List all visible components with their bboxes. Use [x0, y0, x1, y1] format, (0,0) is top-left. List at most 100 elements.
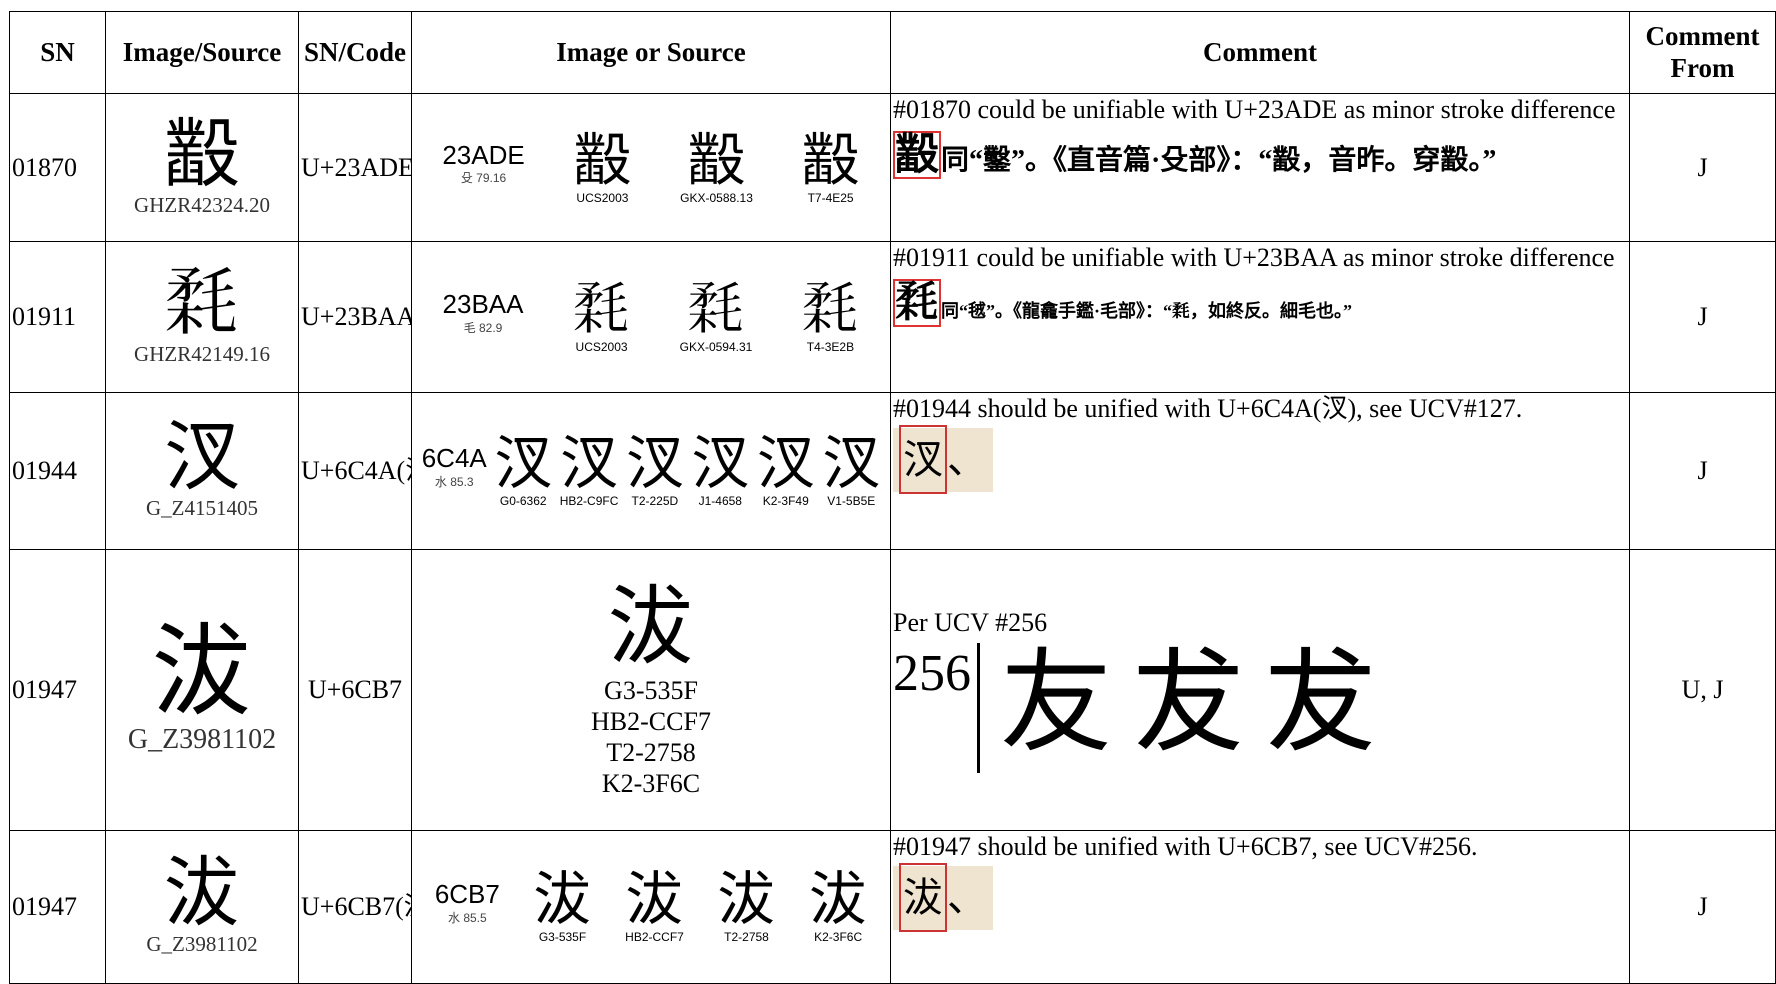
header-cell: Image or Source	[411, 11, 891, 94]
scan-snippet: 沷、	[893, 863, 993, 933]
from-cell: U, J	[1629, 549, 1776, 831]
image-cell: 汊 G_Z4151405	[105, 392, 299, 550]
evidence-glyph: 汊 T2-225D	[626, 433, 684, 508]
image-cell: 沷 G_Z3981102	[105, 830, 299, 984]
glyph-char: 𣮪	[801, 275, 860, 344]
sn-cell: 01911	[9, 241, 106, 393]
evidence-glyph: 汊 K2-3F49	[757, 433, 815, 508]
glyph-char: 汊	[756, 429, 815, 498]
image-cell: 𣫞 GHZR42324.20	[105, 93, 299, 242]
comment-cell: #01911 could be unifiable with U+23BAA a…	[890, 241, 1630, 393]
evidence-glyph: 汊 J1-4658	[691, 433, 749, 508]
evidence-head: 6C4A 水 85.3	[422, 443, 487, 489]
glyph-label: HB2-CCF7	[625, 930, 684, 945]
glyph-char: 汊	[691, 429, 750, 498]
glyph-label: T7-4E25	[807, 190, 854, 205]
snippet-char: 汊	[899, 425, 947, 495]
evidence-glyph: 𣫞 UCS2003	[573, 125, 632, 205]
header-cell: SN/Code	[298, 11, 412, 94]
image-cell: 沷 G_Z3981102	[105, 549, 299, 831]
evidence-glyph: 𣫞 GKX-0588.13	[680, 125, 753, 205]
comment-cell: #01870 could be unifiable with U+23ADE a…	[890, 93, 1630, 242]
glyph-char: 𣮪	[572, 275, 631, 344]
glyph-char: 沷	[625, 865, 684, 934]
glyph-char: 𣫞	[687, 125, 746, 194]
glyph-char: 汊	[625, 429, 684, 498]
evidence-cell: 6C4A 水 85.3 汊 G0-6362 汊 HB2-C9FC 汊 T2-225D 汊 J1-4…	[411, 392, 891, 550]
code-cell: U+23BAA(𣮪)	[298, 241, 412, 393]
code-cell: U+6C4A(汊)	[298, 392, 412, 550]
glyph-label: J1-4658	[698, 494, 742, 509]
ucv-figure: 256 友犮犮	[893, 641, 1627, 773]
evidence-cell: 沷 G3-535F HB2-CCF7 T2-2758 K2-3F6C	[411, 549, 891, 831]
code-cell: U+6CB7	[298, 549, 412, 831]
comment-text: Per UCV #256	[893, 608, 1048, 638]
glyph-char: 汊	[560, 429, 619, 498]
header-cell: SN	[9, 11, 106, 94]
sn-cell: 01947	[9, 830, 106, 984]
quote: 𣮪 同“毧”。《龍龕手鑑·毛部》：“𣮪，如終反。細毛也。”	[893, 278, 1627, 328]
glyph-label: K2-3F49	[762, 494, 809, 509]
header-cell: Comment From	[1629, 11, 1776, 94]
evidence-radical: 毛 82.9	[463, 320, 503, 335]
comment-text: #01944 should be unified with U+6C4A(汊),…	[893, 394, 1523, 423]
glyph-char: 𣫞	[573, 125, 632, 194]
evidence-source: G3-535F	[604, 675, 698, 705]
evidence-radical: 水 85.5	[447, 910, 487, 925]
glyph-label: UCS2003	[576, 190, 629, 205]
glyph-label: T2-225D	[631, 494, 679, 509]
evidence-source: HB2-CCF7	[591, 707, 711, 737]
evidence-source: T2-2758	[606, 738, 696, 768]
glyph-label: K2-3F6C	[814, 930, 863, 945]
image-cell: 𣮪 GHZR42149.16	[105, 241, 299, 393]
sn-cell: 01944	[9, 392, 106, 550]
quote-text: 同“毧”。《龍龕手鑑·毛部》：“𣮪，如終反。細毛也。”	[941, 301, 1353, 322]
ucv-glyph: 友	[1000, 641, 1112, 766]
row: 01947 沷 G_Z3981102 U+6CB7 沷 G3-535F HB2-CCF7 T2…	[9, 549, 1776, 831]
code-cell: U+6CB7(沷)	[298, 830, 412, 984]
evidence-glyph: 沷 T2-2758	[717, 869, 775, 944]
evidence-glyph: 沷 K2-3F6C	[809, 869, 867, 944]
source: G_Z3981102	[146, 932, 258, 957]
quote-char: 𣮪	[893, 278, 941, 328]
comment-cell: #01947 should be unified with U+6CB7, se…	[890, 830, 1630, 984]
quote-char: 𣫞	[893, 130, 941, 180]
snippet-char: 沷	[899, 863, 947, 933]
table: SN Image/Source SN/Code Image or Source Comm…	[9, 11, 1776, 984]
evidence-cell: 23ADE 殳 79.16 𣫞 UCS2003 𣫞 GKX-0588.13 𣫞 T7-4E25	[411, 93, 891, 242]
sn-cell: 01947	[9, 549, 106, 831]
comment-text: #01947 should be unified with U+6CB7, se…	[893, 832, 1478, 861]
glyph-char: 沷	[533, 865, 592, 934]
evidence-glyph: 𣫞 T7-4E25	[802, 129, 860, 205]
glyph-label: HB2-C9FC	[559, 494, 619, 509]
comment-cell: #01944 should be unified with U+6C4A(汊),…	[890, 392, 1630, 550]
evidence-glyph: 沷 G3-535F	[534, 869, 592, 944]
snippet-punct: 、	[947, 875, 987, 921]
evidence-head: 6CB7 水 85.5	[435, 879, 500, 925]
from-cell: J	[1629, 392, 1776, 550]
comment-text: #01870 could be unifiable with U+23ADE a…	[893, 95, 1616, 124]
glyph: 𣮪	[164, 262, 240, 347]
evidence-grid: 23ADE 殳 79.16 𣫞 UCS2003 𣫞 GKX-0588.13 𣫞 T7-4E25	[413, 125, 890, 205]
header-cell: Comment	[890, 11, 1630, 94]
glyph-label: GKX-0594.31	[679, 340, 753, 355]
source: G_Z3981102	[127, 724, 277, 756]
from-cell: J	[1629, 830, 1776, 984]
evidence-code: 23BAA	[442, 289, 524, 320]
evidence-code: 23ADE	[442, 139, 525, 170]
glyph-char: 沷	[717, 865, 776, 934]
evidence-glyph: 沷	[608, 579, 694, 676]
sn-cell: 01870	[9, 93, 106, 242]
evidence-grid: 23BAA 毛 82.9 𣮪 UCS2003 𣮪 GKX-0594.31 𣮪 T4-3E2B	[413, 275, 890, 355]
header-row: SN Image/Source SN/Code Image or Source Comm…	[9, 11, 1776, 94]
quote-text: 同“鑿”。《直音篇·殳部》：“𣫞，音昨。穿𣫞。”	[941, 145, 1497, 177]
glyph-label: V1-5B5E	[827, 494, 876, 509]
evidence-glyph: 汊 HB2-C9FC	[560, 433, 619, 508]
evidence-code: 6CB7	[434, 879, 500, 910]
glyph-char: 𣮪	[686, 275, 745, 344]
glyph: 𣫞	[164, 112, 240, 197]
evidence-glyph: 汊 V1-5B5E	[822, 433, 880, 508]
evidence-grid: 6C4A 水 85.3 汊 G0-6362 汊 HB2-C9FC 汊 T2-225D 汊 J1-4…	[413, 433, 890, 508]
